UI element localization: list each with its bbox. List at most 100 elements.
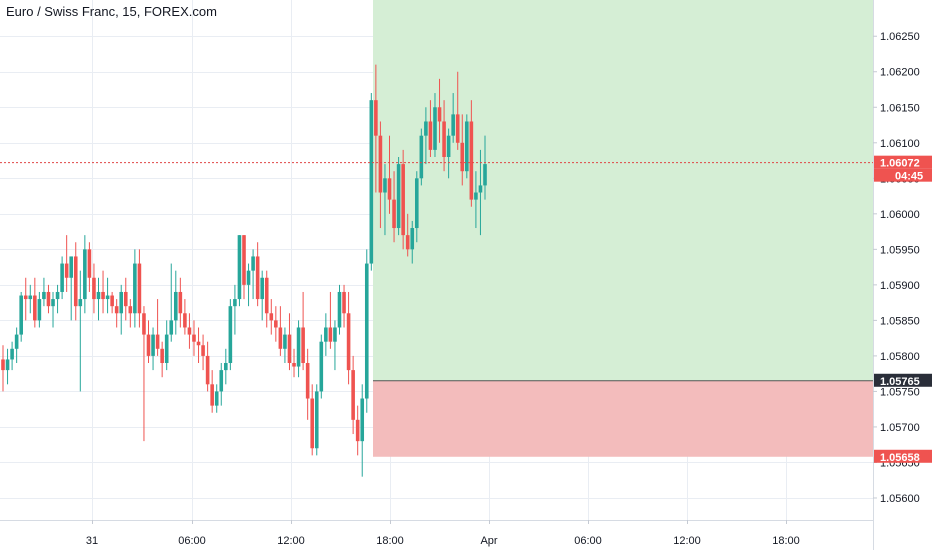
time-axis-panel [0,520,873,550]
candle-body [346,313,351,371]
y-tick-label: 1.05800 [880,351,920,363]
candle-body [451,114,455,136]
candle [392,171,396,243]
candle-body [278,327,283,349]
candle [128,299,133,328]
candle [455,71,460,150]
candle [269,299,274,335]
candle [169,263,174,342]
candle [333,320,337,371]
candle-body [342,291,346,314]
candle [437,78,442,143]
candle-body [110,295,114,307]
candle-body [474,192,478,200]
candle-body [401,164,405,236]
candle [405,213,410,257]
candle-body [60,263,64,292]
candle-body [269,313,274,321]
candle [305,348,310,420]
current-price-label: 1.06072 [880,158,920,170]
candle-body [292,363,296,367]
candle [414,171,419,243]
candle [219,363,224,406]
candle-body [237,235,242,300]
candle [87,242,92,292]
candle [255,242,260,307]
candle [51,291,55,328]
y-tick-label: 1.06100 [880,138,920,150]
candle [465,114,469,179]
candle [337,284,342,335]
candle [60,256,64,300]
candle-body [128,306,133,314]
entry-price-label-bg [874,373,932,387]
candle-body [465,121,469,172]
candle-body [433,107,437,150]
candle-body [310,398,315,449]
candle-body [410,228,415,250]
candle-body [233,299,237,307]
candle [328,291,333,349]
candle-body [383,178,387,193]
candle [151,327,155,371]
candle-body [337,291,342,328]
candle-body [419,135,424,179]
candle-body [333,327,337,342]
candle [187,313,192,349]
x-tick-label: 06:00 [178,535,206,547]
candle-body [296,327,301,367]
candle-body [260,277,264,300]
candle-body [305,363,310,399]
candle-body [101,291,105,300]
candle [1,345,5,392]
candle-body [460,142,465,172]
candle [274,306,278,342]
y-tick-label: 1.05950 [880,244,920,256]
candle-body [274,320,278,328]
candle [64,235,69,292]
candle [374,64,378,193]
candle-body [369,100,374,264]
candle-body [437,107,442,122]
candle [233,284,237,335]
candle-body [387,178,392,200]
candle [396,156,401,236]
candle [369,93,374,271]
candle-body [301,327,305,364]
candle [287,313,292,371]
candle [110,291,114,314]
candle [37,291,42,328]
candle-body [378,135,383,193]
candle-body [228,306,233,364]
candle-body [142,313,146,335]
candle-body [210,384,214,406]
candle-body [283,334,287,349]
candle-body [319,341,324,392]
candle-body [374,100,378,136]
candle-body [328,327,333,342]
candle [314,384,319,456]
candle [296,320,301,378]
y-tick-label: 1.05600 [880,493,920,505]
candle [355,405,360,456]
candle-body [78,299,83,307]
candle-body [92,277,96,300]
x-tick-label: 06:00 [574,535,602,547]
candle [401,149,405,250]
candle [364,249,369,413]
x-tick-label: 18:00 [772,535,800,547]
candle [105,277,110,314]
candle [442,100,446,172]
candle [133,249,137,328]
candle [160,341,164,378]
candle-body [119,291,124,314]
candle [164,320,169,371]
candle-body [414,178,419,229]
stop-price-label-bg [874,449,932,463]
candle-body [137,263,142,314]
candle [19,291,23,342]
candle-body [155,334,160,349]
candle-body [360,398,365,442]
